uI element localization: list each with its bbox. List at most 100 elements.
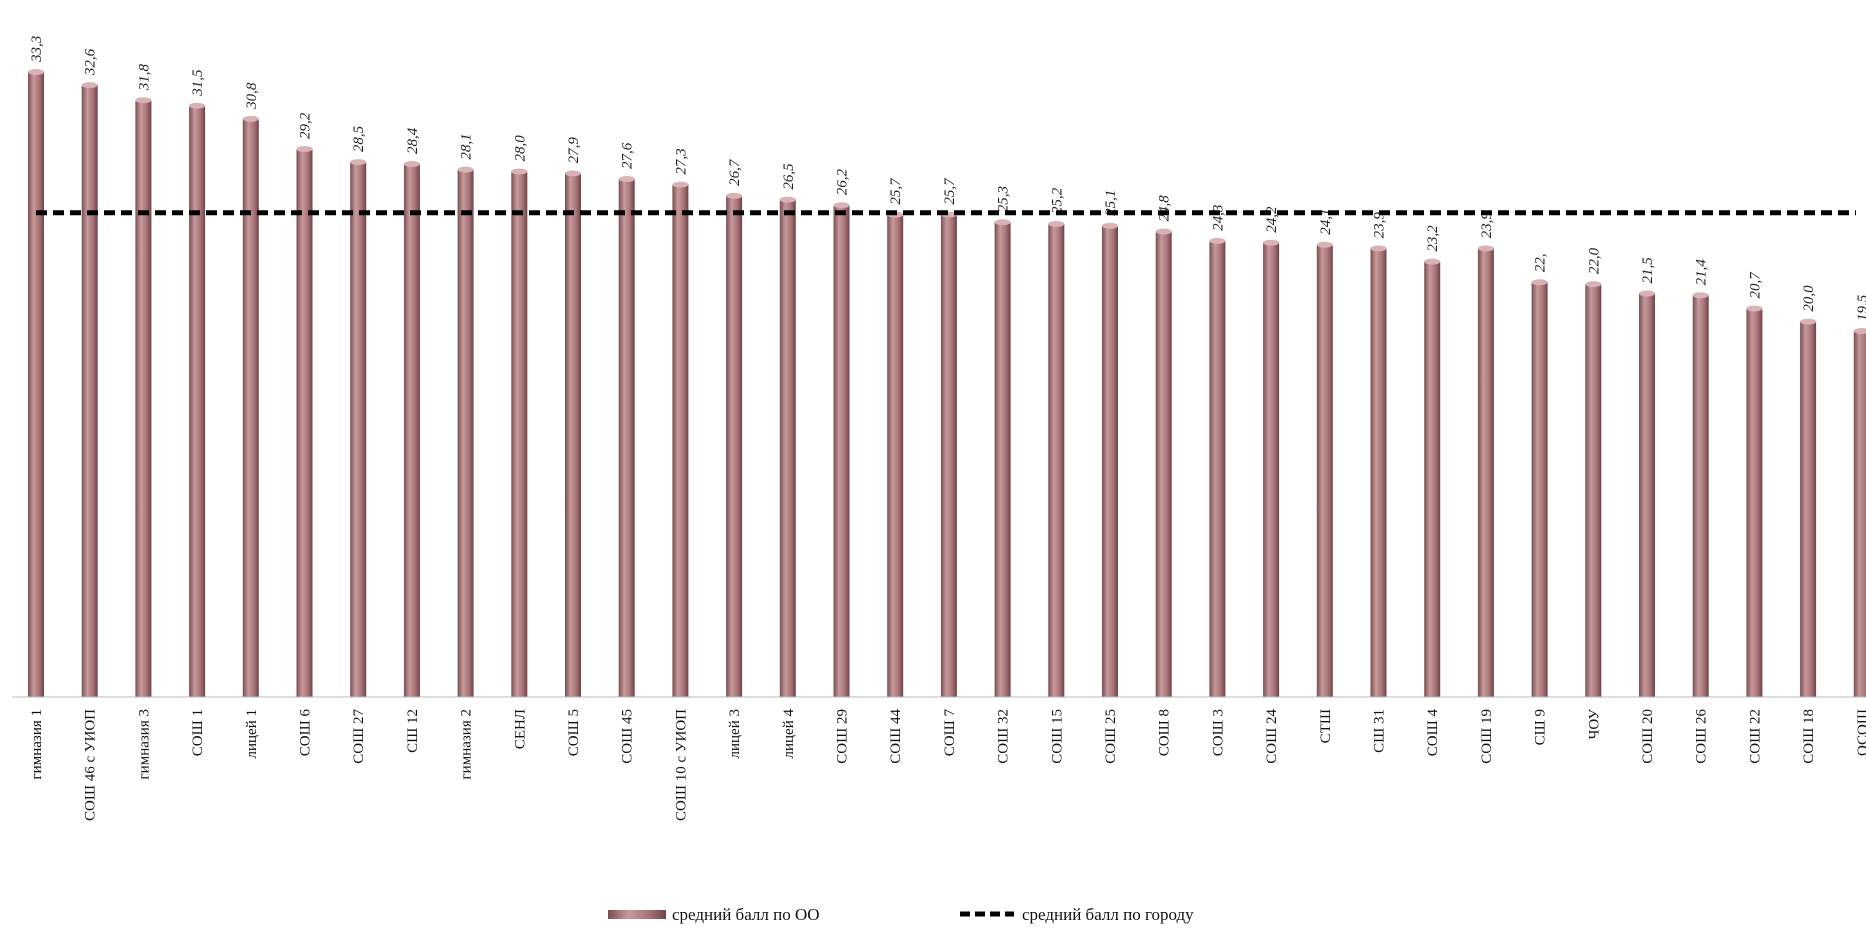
category-label-11: СОШ 45 <box>620 709 636 764</box>
bar-16 <box>887 214 904 697</box>
bar-6 <box>350 162 367 698</box>
category-label-17: СОШ 7 <box>942 709 958 757</box>
bar-cap-13 <box>726 192 743 199</box>
value-label-7: 28,4 <box>405 127 421 154</box>
value-label-15: 26,2 <box>835 169 851 196</box>
value-label-17: 25,7 <box>942 177 958 205</box>
bar-27 <box>1477 248 1494 697</box>
bar-cap-31 <box>1692 292 1709 299</box>
value-label-9: 28,0 <box>512 135 528 162</box>
bar-cap-6 <box>350 159 367 166</box>
bar-cap-26 <box>1424 258 1441 265</box>
bar-cap-30 <box>1639 290 1655 297</box>
category-label-19: СОШ 15 <box>1049 709 1065 764</box>
value-label-12: 27,3 <box>673 148 689 174</box>
value-label-6: 28,5 <box>351 125 367 152</box>
bar-cap-15 <box>833 202 850 209</box>
bar-25 <box>1370 248 1387 697</box>
bar-cap-12 <box>672 181 689 188</box>
category-label-14: лицей 4 <box>781 709 797 759</box>
legend: средний балл по ОО средний балл по город… <box>608 905 1194 924</box>
value-label-4: 30,8 <box>244 82 260 110</box>
category-label-0: гимназия 1 <box>29 709 45 779</box>
category-label-22: СОШ 3 <box>1210 709 1226 756</box>
category-label-31: СОШ 26 <box>1694 709 1710 764</box>
bar-8 <box>457 169 474 698</box>
bar-cap-0 <box>28 69 44 75</box>
bar-28 <box>1531 282 1548 697</box>
value-label-18: 25,3 <box>996 186 1012 212</box>
category-label-13: лицей 3 <box>727 709 743 758</box>
value-label-13: 26,7 <box>727 158 743 186</box>
value-label-32: 20,7 <box>1747 271 1763 299</box>
bar-cap-23 <box>1263 239 1280 246</box>
bar-10 <box>565 173 581 697</box>
bar-cap-25 <box>1370 245 1387 252</box>
bar-4 <box>242 118 259 697</box>
value-label-33: 20,0 <box>1801 285 1817 312</box>
category-label-32: СОШ 22 <box>1747 709 1763 764</box>
category-label-2: гимназия 3 <box>136 709 152 779</box>
legend-label-line: средний балл по городу <box>1022 905 1194 924</box>
category-label-12: СОШ 10 с УИОП <box>673 709 689 821</box>
legend-swatch-bar <box>608 910 666 919</box>
bar-cap-20 <box>1102 222 1118 229</box>
category-label-1: СОШ 46 с УИОП <box>83 709 99 821</box>
value-label-34: 19,5 <box>1855 294 1866 321</box>
bar-18 <box>994 222 1011 697</box>
bar-cap-21 <box>1155 228 1172 235</box>
bar-cap-27 <box>1477 245 1494 252</box>
bar-12 <box>672 184 689 698</box>
bar-cap-8 <box>457 166 474 173</box>
bar-cap-14 <box>779 196 796 203</box>
value-label-16: 25,7 <box>888 177 904 205</box>
category-label-34: ОСОШ <box>1855 709 1866 756</box>
bar-cap-28 <box>1531 279 1548 286</box>
bar-cap-5 <box>296 146 313 152</box>
bar-26 <box>1424 261 1441 697</box>
bar-23 <box>1263 242 1280 698</box>
bar-5 <box>296 149 313 697</box>
value-label-21: 24,8 <box>1157 195 1173 222</box>
value-label-29: 22,0 <box>1586 247 1602 274</box>
category-label-15: СОШ 29 <box>835 709 851 764</box>
bar-29 <box>1585 284 1602 697</box>
bar-20 <box>1102 225 1118 697</box>
bar-cap-2 <box>135 97 152 104</box>
category-label-10: СОШ 5 <box>566 709 582 756</box>
category-label-16: СОШ 44 <box>888 709 904 764</box>
bar-cap-18 <box>994 219 1011 226</box>
bar-cap-32 <box>1746 305 1763 312</box>
category-label-28: СШ 9 <box>1533 709 1549 745</box>
category-label-18: СОШ 32 <box>996 709 1012 764</box>
category-label-29: ЧОУ <box>1586 709 1602 740</box>
bar-7 <box>403 164 420 697</box>
bar-cap-22 <box>1209 237 1226 244</box>
bar-cap-24 <box>1316 241 1333 248</box>
category-label-7: СШ 12 <box>405 709 421 753</box>
category-label-26: СОШ 4 <box>1425 709 1441 757</box>
value-label-8: 28,1 <box>459 133 475 159</box>
value-label-31: 21,4 <box>1694 259 1710 286</box>
bar-21 <box>1155 231 1172 697</box>
value-label-28: 22, <box>1533 253 1549 272</box>
value-label-19: 25,2 <box>1049 187 1065 214</box>
category-label-21: СОШ 8 <box>1157 709 1173 756</box>
value-label-3: 31,5 <box>190 69 206 97</box>
category-label-23: СОШ 24 <box>1264 709 1280 764</box>
bar-cap-7 <box>403 161 420 167</box>
bar-cap-34 <box>1853 328 1866 334</box>
bar-cap-9 <box>511 168 528 175</box>
category-label-6: СОШ 27 <box>351 709 367 764</box>
bar-30 <box>1639 293 1655 697</box>
legend-label-bar: средний балл по ОО <box>672 905 820 924</box>
bar-cap-11 <box>618 176 635 182</box>
value-label-14: 26,5 <box>781 163 797 190</box>
bar-13 <box>726 195 743 697</box>
bar-cap-19 <box>1048 221 1065 227</box>
category-label-8: гимназия 2 <box>459 709 475 779</box>
bar-3 <box>189 105 206 698</box>
value-label-30: 21,5 <box>1640 257 1656 284</box>
value-label-2: 31,8 <box>136 63 152 91</box>
